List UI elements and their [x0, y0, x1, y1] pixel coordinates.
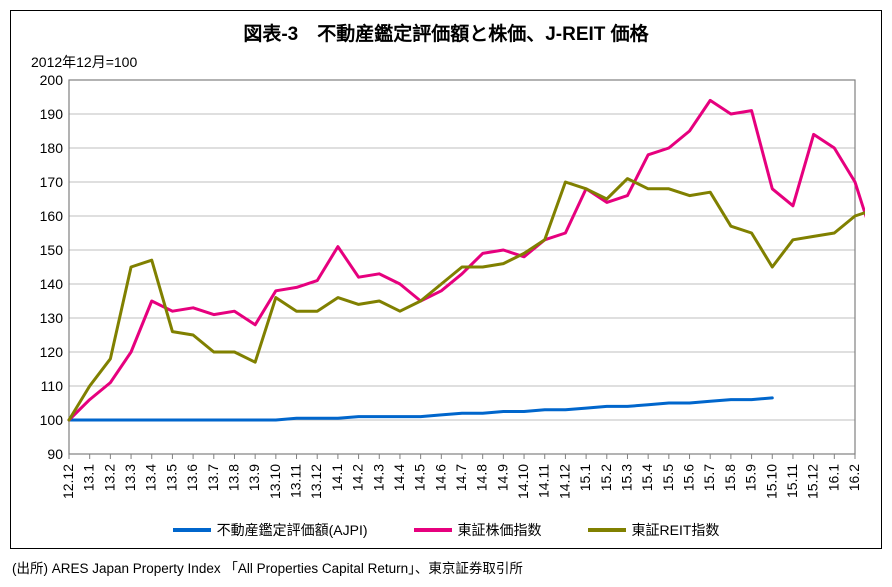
svg-text:13.6: 13.6 — [184, 464, 200, 491]
legend-label: 東証株価指数 — [458, 520, 542, 540]
svg-text:15.8: 15.8 — [722, 464, 738, 491]
svg-text:14.4: 14.4 — [391, 464, 407, 491]
svg-text:14.6: 14.6 — [432, 464, 448, 491]
svg-text:110: 110 — [41, 378, 64, 394]
svg-text:180: 180 — [40, 140, 64, 156]
svg-text:14.11: 14.11 — [536, 464, 552, 498]
svg-text:14.2: 14.2 — [350, 464, 366, 491]
legend-label: 東証REIT指数 — [632, 520, 720, 540]
svg-text:14.12: 14.12 — [556, 464, 572, 499]
svg-text:16.1: 16.1 — [825, 464, 841, 491]
svg-text:200: 200 — [40, 74, 64, 88]
svg-text:13.11: 13.11 — [288, 464, 304, 498]
svg-text:15.2: 15.2 — [598, 464, 614, 491]
baseline-note: 2012年12月=100 — [31, 52, 867, 72]
svg-text:190: 190 — [40, 106, 64, 122]
svg-text:13.5: 13.5 — [163, 464, 179, 491]
svg-text:15.9: 15.9 — [743, 464, 759, 491]
svg-text:13.2: 13.2 — [101, 464, 117, 491]
svg-text:13.12: 13.12 — [308, 464, 324, 499]
legend-item: 東証REIT指数 — [588, 520, 720, 540]
svg-text:15.6: 15.6 — [681, 464, 697, 491]
svg-text:170: 170 — [40, 174, 64, 190]
chart-title: 図表-3 不動産鑑定評価額と株価、J-REIT 価格 — [25, 19, 867, 46]
svg-text:15.4: 15.4 — [639, 464, 655, 491]
svg-text:15.11: 15.11 — [784, 464, 800, 498]
svg-text:15.5: 15.5 — [660, 464, 676, 491]
svg-text:150: 150 — [40, 242, 64, 258]
svg-text:13.10: 13.10 — [267, 464, 283, 499]
svg-text:13.8: 13.8 — [225, 464, 241, 491]
svg-text:14.10: 14.10 — [515, 464, 531, 499]
svg-text:13.4: 13.4 — [143, 464, 159, 491]
svg-text:130: 130 — [40, 310, 64, 326]
source-note: (出所) ARES Japan Property Index 「All Prop… — [12, 557, 882, 577]
svg-text:120: 120 — [40, 344, 64, 360]
svg-text:15.10: 15.10 — [763, 464, 779, 499]
plot-area: 90 100 110 120 130 140 150 160 170 180 190 200 12.12… — [25, 74, 867, 514]
svg-text:14.3: 14.3 — [370, 464, 386, 491]
svg-text:14.9: 14.9 — [494, 464, 510, 491]
svg-text:15.3: 15.3 — [618, 464, 634, 491]
svg-text:140: 140 — [40, 276, 64, 292]
svg-text:13.1: 13.1 — [81, 464, 97, 491]
legend-item: 東証株価指数 — [414, 520, 542, 540]
svg-text:90: 90 — [47, 446, 63, 462]
svg-text:14.7: 14.7 — [453, 464, 469, 491]
svg-text:14.8: 14.8 — [474, 464, 490, 491]
legend-label: 不動産鑑定評価額(AJPI) — [217, 520, 368, 540]
legend: 不動産鑑定評価額(AJPI) 東証株価指数 東証REIT指数 — [25, 520, 867, 540]
line-chart-svg: 90 100 110 120 130 140 150 160 170 180 190 200 12.12… — [25, 74, 865, 514]
svg-text:160: 160 — [40, 208, 64, 224]
svg-text:14.5: 14.5 — [412, 464, 428, 491]
svg-text:100: 100 — [40, 412, 64, 428]
svg-text:15.7: 15.7 — [701, 464, 717, 491]
legend-swatch — [414, 528, 452, 532]
svg-text:12.12: 12.12 — [60, 464, 76, 499]
svg-text:14.1: 14.1 — [329, 464, 345, 491]
svg-text:16.2: 16.2 — [846, 464, 862, 491]
svg-text:15.12: 15.12 — [805, 464, 821, 499]
svg-text:15.1: 15.1 — [577, 464, 593, 491]
legend-swatch — [173, 528, 211, 532]
svg-text:13.7: 13.7 — [205, 464, 221, 491]
legend-item: 不動産鑑定評価額(AJPI) — [173, 520, 368, 540]
svg-text:13.3: 13.3 — [122, 464, 138, 491]
svg-text:13.9: 13.9 — [246, 464, 262, 491]
legend-swatch — [588, 528, 626, 532]
chart-container: 図表-3 不動産鑑定評価額と株価、J-REIT 価格 2012年12月=100 … — [10, 10, 882, 549]
